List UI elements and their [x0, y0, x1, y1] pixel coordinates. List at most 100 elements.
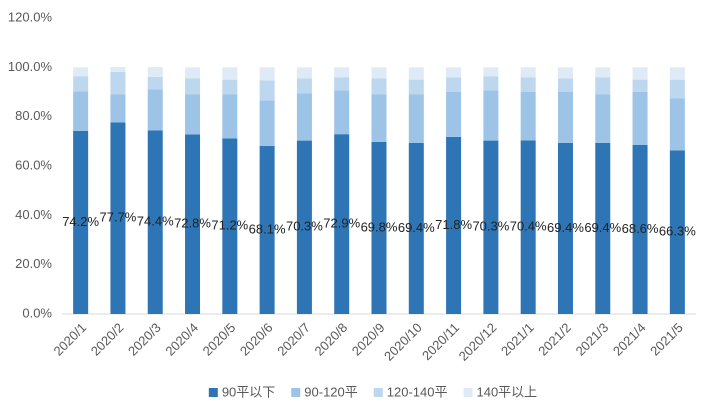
- x-tick-label: 2020/3: [125, 320, 164, 359]
- x-tick-label: 2021/2: [535, 320, 574, 359]
- value-label: 72.9%: [323, 216, 360, 231]
- bar-segment: [595, 142, 611, 314]
- bar-segment: [371, 67, 387, 79]
- y-tick-label: 100.0%: [8, 59, 53, 74]
- value-label: 68.6%: [622, 221, 659, 236]
- bar-segment: [259, 146, 275, 314]
- bar-segment: [595, 67, 611, 78]
- bar-segment: [185, 67, 201, 79]
- bar-segment: [73, 130, 89, 314]
- bar-segment: [334, 90, 350, 135]
- legend-label: 90-120平: [304, 384, 357, 399]
- legend: 90平以下 90-120平 120-140平 140平以上: [208, 384, 537, 399]
- x-tick-label: 2020/4: [162, 320, 201, 359]
- bar-segment: [259, 80, 275, 101]
- bar-segment: [222, 94, 238, 139]
- bar-segment: [446, 67, 462, 78]
- bar-segment: [371, 141, 387, 314]
- bar-segment: [408, 142, 424, 314]
- bar-segment: [147, 67, 163, 77]
- bar-segment: [632, 144, 648, 314]
- bar-segment: [334, 134, 350, 314]
- bar-segment: [222, 138, 238, 314]
- bar-segment: [110, 122, 126, 314]
- bar-segment: [334, 67, 350, 78]
- value-label: 68.1%: [249, 221, 286, 236]
- value-label: 74.4%: [137, 214, 174, 229]
- bar-segment: [446, 77, 462, 92]
- bar-segment: [520, 140, 536, 314]
- x-tick-label: 2021/1: [498, 320, 537, 359]
- bar-segment: [669, 98, 685, 151]
- legend-swatch: [208, 388, 218, 397]
- bar-segment: [408, 67, 424, 80]
- bar-segment: [632, 79, 648, 92]
- y-tick-label: 120.0%: [8, 9, 53, 24]
- x-tick-label: 2020/7: [274, 320, 313, 359]
- x-tick-label: 2020/2: [88, 320, 127, 359]
- bar-segment: [147, 130, 163, 314]
- bar-segment: [408, 94, 424, 143]
- bar-segment: [632, 92, 648, 145]
- bar-segment: [632, 67, 648, 80]
- bar-segment: [669, 150, 685, 314]
- value-label: 70.4%: [510, 219, 547, 234]
- bar-segment: [222, 67, 238, 80]
- value-label: 72.8%: [174, 216, 211, 231]
- bar-segment: [296, 67, 312, 79]
- legend-label: 90平以下: [222, 384, 275, 399]
- x-tick-label: 2020/1: [50, 320, 89, 359]
- x-tick-label: 2020/8: [312, 320, 351, 359]
- bar-segment: [557, 67, 573, 79]
- x-tick-label: 2020/6: [237, 320, 276, 359]
- bar-segment: [520, 92, 536, 141]
- value-label: 77.7%: [100, 210, 137, 225]
- bar-segment: [73, 76, 89, 92]
- bar-segment: [371, 78, 387, 95]
- legend-swatch: [373, 388, 383, 397]
- bar-segment: [446, 92, 462, 137]
- value-label: 69.4%: [547, 220, 584, 235]
- x-tick-label: 2020/5: [200, 320, 239, 359]
- value-label: 69.8%: [361, 219, 398, 234]
- bar-segment: [669, 67, 685, 80]
- legend-swatch: [463, 388, 473, 397]
- value-label: 69.4%: [398, 220, 435, 235]
- bar-segment: [483, 67, 499, 77]
- value-label: 66.3%: [659, 224, 696, 239]
- bar-segment: [185, 94, 201, 135]
- value-label: 70.3%: [472, 219, 509, 234]
- bar-segment: [334, 77, 350, 91]
- value-label: 69.4%: [584, 220, 621, 235]
- bar-segment: [446, 136, 462, 314]
- x-tick-label: 2021/5: [647, 320, 686, 359]
- bar-segment: [73, 67, 89, 77]
- bar-segment: [259, 100, 275, 147]
- bar-segment: [147, 89, 163, 131]
- bar-segment: [669, 79, 685, 99]
- value-label: 71.2%: [211, 218, 248, 233]
- legend-label: 120-140平: [387, 384, 448, 399]
- bar-segment: [185, 78, 201, 95]
- bar-segment: [595, 94, 611, 143]
- bar-segment: [296, 140, 312, 314]
- value-label: 71.8%: [435, 217, 472, 232]
- x-tick-label: 2020/10: [381, 320, 425, 364]
- bar-segment: [296, 93, 312, 141]
- bar-segment: [483, 90, 499, 141]
- legend-swatch: [291, 388, 301, 397]
- bar-segment: [483, 76, 499, 91]
- x-tick-label: 2020/11: [419, 320, 462, 363]
- y-tick-label: 80.0%: [15, 108, 52, 123]
- bar-segment: [222, 79, 238, 95]
- value-label: 70.3%: [286, 219, 323, 234]
- bar-segment: [557, 78, 573, 92]
- bar-segment: [110, 72, 126, 95]
- y-tick-label: 20.0%: [15, 256, 52, 271]
- bar-segment: [185, 134, 201, 314]
- bar-segment: [483, 140, 499, 314]
- bar-segment: [408, 79, 424, 95]
- legend-label: 140平以上: [476, 384, 537, 399]
- y-tick-label: 40.0%: [15, 207, 52, 222]
